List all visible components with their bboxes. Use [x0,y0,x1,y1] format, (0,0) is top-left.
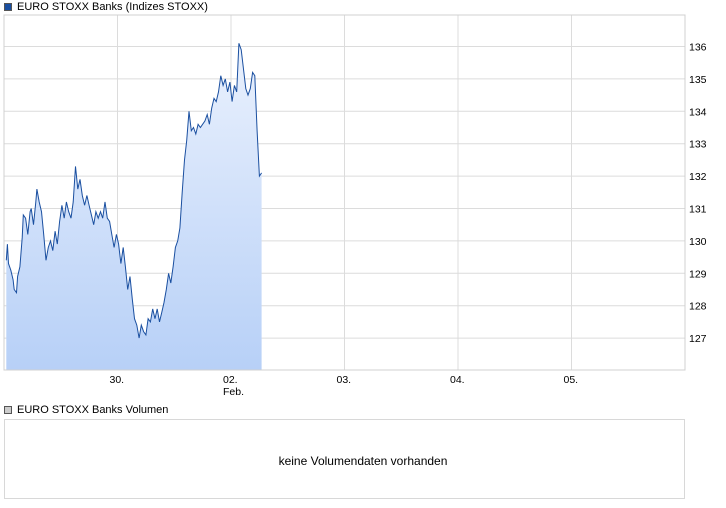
volume-legend-swatch [4,406,12,414]
price-area [6,43,262,371]
x-axis: 30. 02.Feb. 03. 04. 05. [110,374,579,398]
volume-legend-label: EURO STOXX Banks Volumen [17,404,169,416]
y-tick-label: 129 [689,268,707,280]
y-tick-label: 130 [689,236,707,248]
x-tick-label: 04. [450,374,465,386]
y-tick-label: 127 [689,333,707,345]
x-tick-label: 03. [337,374,352,386]
price-line [5,43,263,339]
price-legend-swatch [4,3,12,11]
y-tick-label: 131 [689,204,707,216]
x-tick-label: 02. [223,374,238,386]
price-chart: 127 128 129 130 131 132 133 134 135 136 30. 02.Feb… [3,14,707,398]
volume-legend: EURO STOXX Banks Volumen [4,404,168,416]
no-volume-message: keine Volumendaten vorhanden [278,454,448,468]
x-tick-label: 05. [564,374,579,386]
y-tick-label: 136 [689,42,707,54]
y-tick-label: 133 [689,139,707,151]
y-axis: 127 128 129 130 131 132 133 134 135 136 [689,42,707,346]
y-tick-label: 135 [689,74,707,86]
y-tick-label: 132 [689,171,707,183]
y-tick-label: 128 [689,301,707,313]
x-tick-label: 30. [110,374,125,386]
price-legend: EURO STOXX Banks (Indizes STOXX) [4,1,208,13]
x-tick-sublabel: Feb. [223,386,244,398]
y-tick-label: 134 [689,106,707,118]
price-legend-label: EURO STOXX Banks (Indizes STOXX) [17,1,208,13]
volume-chart-area [4,419,685,499]
plot-frame [3,14,686,371]
